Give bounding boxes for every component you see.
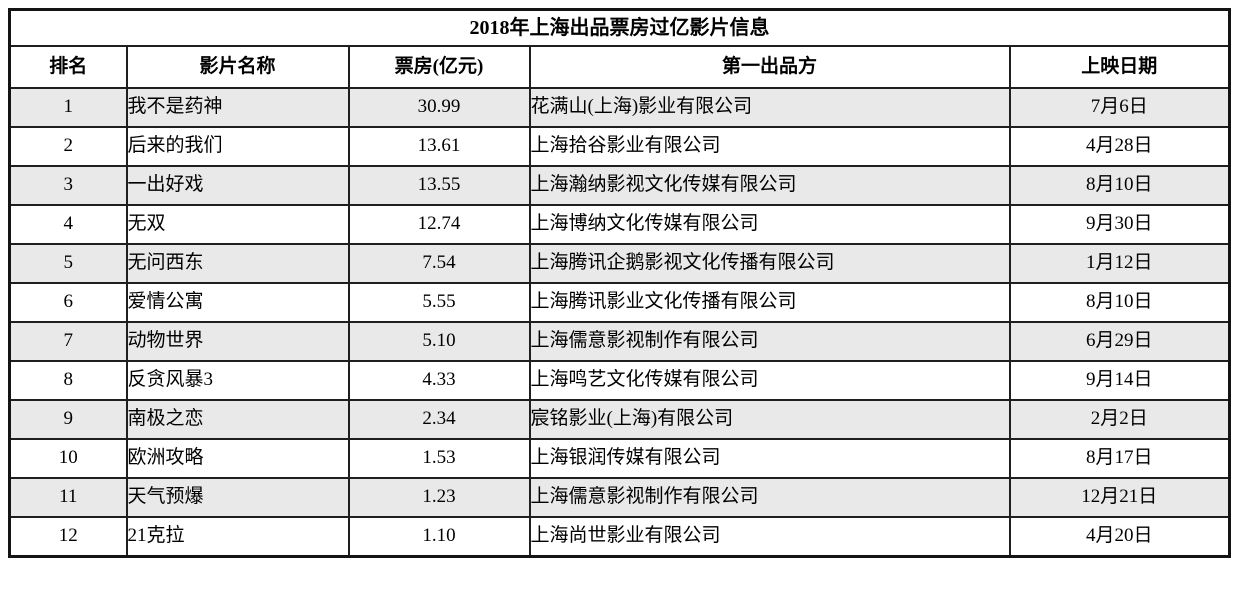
column-header-release-date: 上映日期 bbox=[1008, 45, 1231, 89]
cell-producer: 上海博纳文化传媒有限公司 bbox=[528, 204, 1011, 245]
cell-release-date: 6月29日 bbox=[1008, 321, 1231, 362]
column-header-box-office: 票房(亿元) bbox=[347, 45, 531, 89]
cell-box-office: 4.33 bbox=[347, 360, 531, 401]
table-row: 9 南极之恋 2.34 宸铭影业(上海)有限公司 2月2日 bbox=[8, 399, 1231, 440]
cell-rank: 10 bbox=[8, 438, 128, 479]
cell-box-office: 2.34 bbox=[347, 399, 531, 440]
cell-rank: 1 bbox=[8, 87, 128, 128]
table-row: 12 21克拉 1.10 上海尚世影业有限公司 4月20日 bbox=[8, 516, 1231, 558]
table-row: 7 动物世界 5.10 上海儒意影视制作有限公司 6月29日 bbox=[8, 321, 1231, 362]
cell-release-date: 7月6日 bbox=[1008, 87, 1231, 128]
cell-rank: 7 bbox=[8, 321, 128, 362]
cell-release-date: 4月20日 bbox=[1008, 516, 1231, 558]
cell-rank: 4 bbox=[8, 204, 128, 245]
cell-release-date: 9月30日 bbox=[1008, 204, 1231, 245]
cell-producer: 上海尚世影业有限公司 bbox=[528, 516, 1011, 558]
cell-movie-title: 天气预爆 bbox=[125, 477, 350, 518]
column-header-movie-title: 影片名称 bbox=[125, 45, 350, 89]
table-row: 2 后来的我们 13.61 上海拾谷影业有限公司 4月28日 bbox=[8, 126, 1231, 167]
table-row: 10 欧洲攻略 1.53 上海银润传媒有限公司 8月17日 bbox=[8, 438, 1231, 479]
cell-producer: 花满山(上海)影业有限公司 bbox=[528, 87, 1011, 128]
table-header-row: 排名 影片名称 票房(亿元) 第一出品方 上映日期 bbox=[8, 45, 1231, 89]
table-row: 4 无双 12.74 上海博纳文化传媒有限公司 9月30日 bbox=[8, 204, 1231, 245]
cell-rank: 6 bbox=[8, 282, 128, 323]
cell-movie-title: 动物世界 bbox=[125, 321, 350, 362]
cell-producer: 上海鸣艺文化传媒有限公司 bbox=[528, 360, 1011, 401]
cell-rank: 9 bbox=[8, 399, 128, 440]
cell-box-office: 30.99 bbox=[347, 87, 531, 128]
cell-box-office: 1.10 bbox=[347, 516, 531, 558]
cell-release-date: 8月17日 bbox=[1008, 438, 1231, 479]
cell-release-date: 12月21日 bbox=[1008, 477, 1231, 518]
table-row: 5 无问西东 7.54 上海腾讯企鹅影视文化传播有限公司 1月12日 bbox=[8, 243, 1231, 284]
table-row: 1 我不是药神 30.99 花满山(上海)影业有限公司 7月6日 bbox=[8, 87, 1231, 128]
cell-producer: 宸铭影业(上海)有限公司 bbox=[528, 399, 1011, 440]
table-title-row: 2018年上海出品票房过亿影片信息 bbox=[8, 8, 1231, 47]
cell-release-date: 8月10日 bbox=[1008, 282, 1231, 323]
cell-box-office: 12.74 bbox=[347, 204, 531, 245]
cell-movie-title: 南极之恋 bbox=[125, 399, 350, 440]
cell-box-office: 7.54 bbox=[347, 243, 531, 284]
cell-movie-title: 爱情公寓 bbox=[125, 282, 350, 323]
cell-rank: 12 bbox=[8, 516, 128, 558]
cell-box-office: 13.61 bbox=[347, 126, 531, 167]
cell-producer: 上海银润传媒有限公司 bbox=[528, 438, 1011, 479]
table-row: 11 天气预爆 1.23 上海儒意影视制作有限公司 12月21日 bbox=[8, 477, 1231, 518]
cell-movie-title: 欧洲攻略 bbox=[125, 438, 350, 479]
cell-release-date: 9月14日 bbox=[1008, 360, 1231, 401]
cell-movie-title: 反贪风暴3 bbox=[125, 360, 350, 401]
cell-producer: 上海瀚纳影视文化传媒有限公司 bbox=[528, 165, 1011, 206]
cell-box-office: 5.10 bbox=[347, 321, 531, 362]
cell-release-date: 1月12日 bbox=[1008, 243, 1231, 284]
table-row: 8 反贪风暴3 4.33 上海鸣艺文化传媒有限公司 9月14日 bbox=[8, 360, 1231, 401]
cell-producer: 上海腾讯企鹅影视文化传播有限公司 bbox=[528, 243, 1011, 284]
cell-producer: 上海拾谷影业有限公司 bbox=[528, 126, 1011, 167]
cell-movie-title: 无问西东 bbox=[125, 243, 350, 284]
cell-rank: 11 bbox=[8, 477, 128, 518]
cell-box-office: 13.55 bbox=[347, 165, 531, 206]
table-row: 3 一出好戏 13.55 上海瀚纳影视文化传媒有限公司 8月10日 bbox=[8, 165, 1231, 206]
cell-box-office: 1.23 bbox=[347, 477, 531, 518]
cell-movie-title: 我不是药神 bbox=[125, 87, 350, 128]
cell-movie-title: 无双 bbox=[125, 204, 350, 245]
cell-release-date: 4月28日 bbox=[1008, 126, 1231, 167]
cell-release-date: 8月10日 bbox=[1008, 165, 1231, 206]
cell-release-date: 2月2日 bbox=[1008, 399, 1231, 440]
table-title: 2018年上海出品票房过亿影片信息 bbox=[8, 8, 1231, 47]
cell-producer: 上海儒意影视制作有限公司 bbox=[528, 321, 1011, 362]
table-row: 6 爱情公寓 5.55 上海腾讯影业文化传播有限公司 8月10日 bbox=[8, 282, 1231, 323]
column-header-producer: 第一出品方 bbox=[528, 45, 1011, 89]
cell-rank: 5 bbox=[8, 243, 128, 284]
cell-rank: 8 bbox=[8, 360, 128, 401]
cell-producer: 上海儒意影视制作有限公司 bbox=[528, 477, 1011, 518]
cell-movie-title: 21克拉 bbox=[125, 516, 350, 558]
cell-movie-title: 后来的我们 bbox=[125, 126, 350, 167]
cell-box-office: 1.53 bbox=[347, 438, 531, 479]
cell-movie-title: 一出好戏 bbox=[125, 165, 350, 206]
cell-rank: 3 bbox=[8, 165, 128, 206]
cell-box-office: 5.55 bbox=[347, 282, 531, 323]
movie-box-office-table: 2018年上海出品票房过亿影片信息 排名 影片名称 票房(亿元) 第一出品方 上映日期 … bbox=[8, 8, 1232, 558]
column-header-rank: 排名 bbox=[8, 45, 128, 89]
cell-rank: 2 bbox=[8, 126, 128, 167]
cell-producer: 上海腾讯影业文化传播有限公司 bbox=[528, 282, 1011, 323]
